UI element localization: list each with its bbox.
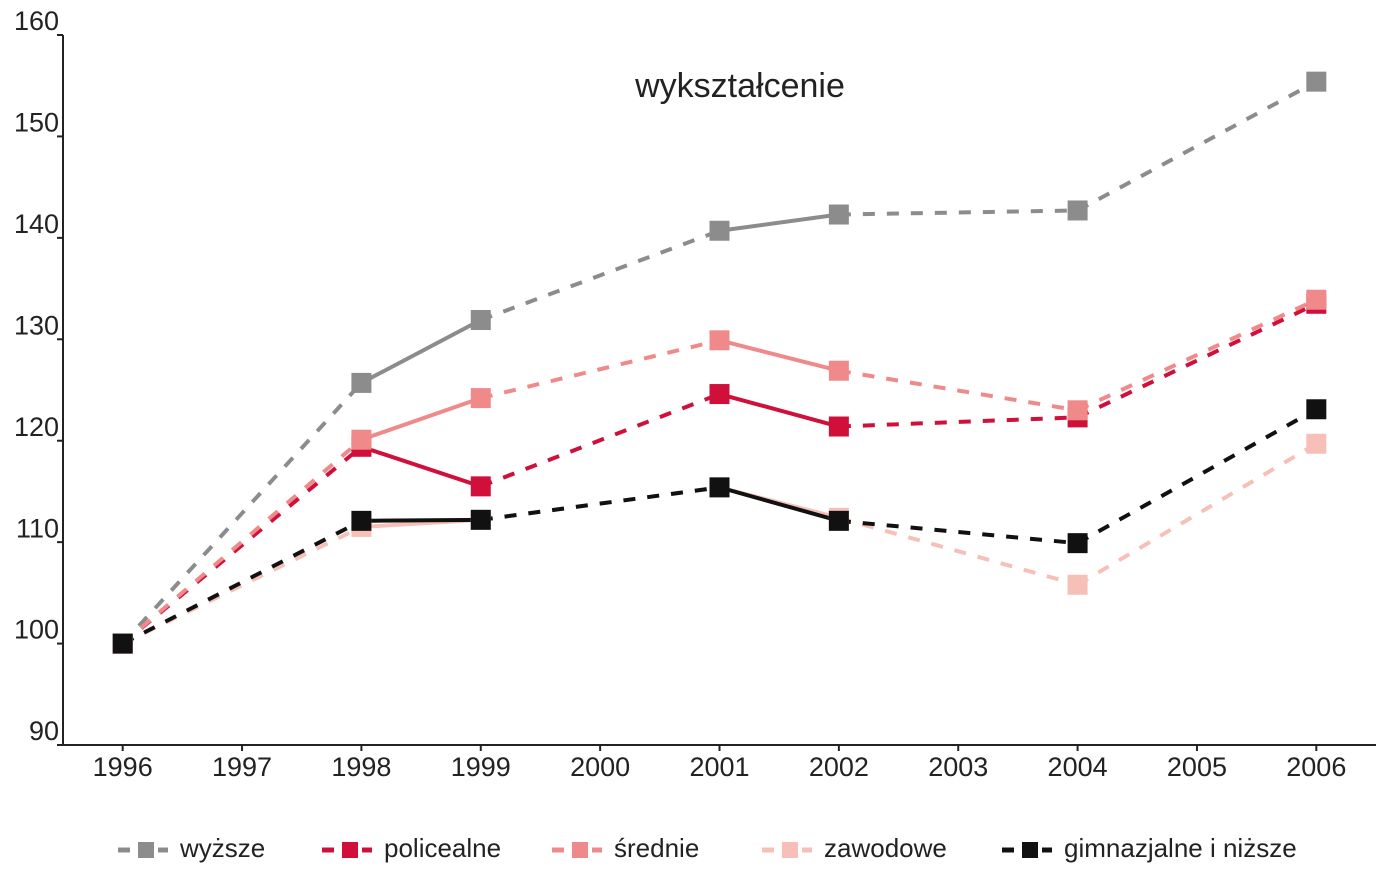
x-tick-label: 2001 (689, 752, 749, 782)
x-tick-label: 2004 (1048, 752, 1108, 782)
point-marker (351, 372, 372, 393)
y-tick-label: 130 (14, 310, 59, 340)
series-line (480, 485, 720, 522)
series-line (480, 392, 721, 489)
point-marker (1306, 289, 1327, 310)
legend-swatch-marker (1022, 842, 1038, 858)
series-line (838, 208, 1078, 217)
point-marker (1306, 399, 1327, 420)
point-marker (470, 388, 491, 409)
series-line (360, 444, 482, 489)
point-marker (351, 510, 372, 531)
legend-label: policealne (384, 833, 501, 863)
y-tick-label: 90 (29, 716, 59, 746)
point-marker (470, 476, 491, 497)
x-tick-label: 1998 (331, 752, 391, 782)
point-marker (1306, 433, 1327, 454)
series-line (719, 212, 840, 233)
legend-swatch-marker (572, 842, 588, 858)
point-marker (1306, 71, 1327, 92)
series-line (360, 318, 482, 385)
series-line (718, 392, 840, 429)
y-tick-label: 100 (14, 615, 59, 645)
point-marker (1067, 400, 1088, 421)
legend-label: zawodowe (824, 833, 947, 863)
y-tick-label: 110 (16, 513, 59, 543)
x-tick-label: 1996 (93, 752, 153, 782)
point-marker (828, 510, 849, 531)
point-marker (470, 310, 491, 331)
x-tick-label: 1997 (212, 752, 272, 782)
series-line (361, 517, 481, 523)
x-tick-label: 2006 (1286, 752, 1346, 782)
y-tick-label: 140 (14, 209, 59, 239)
series-line (1076, 297, 1318, 413)
series-line (838, 415, 1078, 429)
x-tick-label: 1999 (451, 752, 511, 782)
y-tick-label: 160 (14, 6, 59, 36)
x-tick-label: 2003 (928, 752, 988, 782)
series-line (1076, 407, 1318, 545)
series-line (480, 338, 720, 401)
series-line (121, 525, 363, 646)
series-line (1076, 442, 1318, 587)
point-marker (828, 416, 849, 437)
x-tick-label: 2005 (1167, 752, 1227, 782)
point-marker (828, 204, 849, 225)
legend-swatch-marker (342, 842, 358, 858)
series-line (121, 381, 363, 645)
point-marker (709, 330, 730, 351)
point-marker (709, 477, 730, 498)
series-line (718, 485, 840, 523)
point-marker (351, 429, 372, 450)
series-line (1076, 79, 1318, 213)
point-marker (828, 360, 849, 381)
x-tick-label: 2000 (570, 752, 630, 782)
series-line (838, 368, 1078, 413)
point-marker (1067, 533, 1088, 554)
point-marker (1067, 574, 1088, 595)
chart-title: wykształcenie (634, 67, 845, 105)
legend-label: średnie (614, 833, 699, 863)
series-line (1076, 301, 1318, 420)
series-line (838, 518, 1078, 546)
series-line (838, 515, 1079, 587)
point-marker (112, 633, 133, 654)
legend-label: gimnazjalne i niższe (1064, 833, 1297, 863)
y-tick-label: 150 (14, 108, 59, 138)
point-marker (709, 220, 730, 241)
series-line (121, 519, 363, 646)
legend-swatch-marker (138, 842, 154, 858)
series-line (719, 338, 840, 373)
point-marker (709, 384, 730, 405)
legend-label: wyższe (179, 833, 265, 863)
series-line (121, 438, 363, 646)
legend-swatch-marker (782, 842, 798, 858)
point-marker (470, 509, 491, 530)
point-marker (1067, 200, 1088, 221)
series-line (360, 396, 482, 442)
series-line (480, 228, 721, 322)
y-tick-label: 120 (14, 412, 59, 442)
x-tick-label: 2002 (809, 752, 869, 782)
